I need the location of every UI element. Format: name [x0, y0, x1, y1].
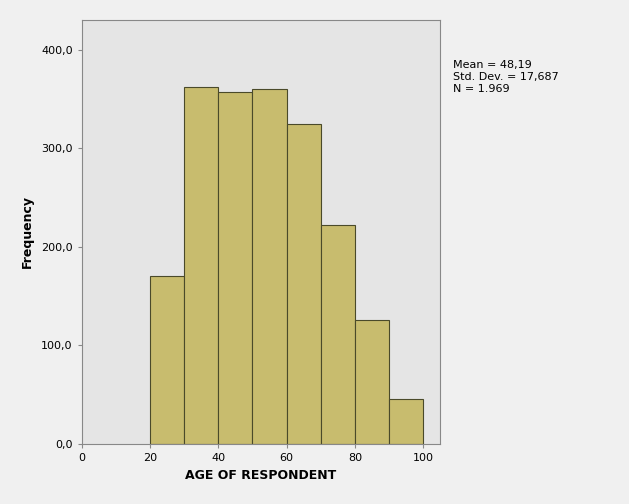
Bar: [150, 276, 184, 444]
Bar: [389, 399, 423, 444]
Bar: [218, 92, 252, 444]
Y-axis label: Frequency: Frequency: [21, 196, 34, 268]
X-axis label: AGE OF RESPONDENT: AGE OF RESPONDENT: [186, 470, 337, 482]
Bar: [321, 225, 355, 444]
Text: Mean = 48,19
Std. Dev. = 17,687
N = 1.969: Mean = 48,19 Std. Dev. = 17,687 N = 1.96…: [453, 60, 559, 94]
Bar: [355, 321, 389, 444]
Bar: [252, 89, 287, 444]
Bar: [287, 123, 321, 444]
Bar: [184, 87, 218, 444]
